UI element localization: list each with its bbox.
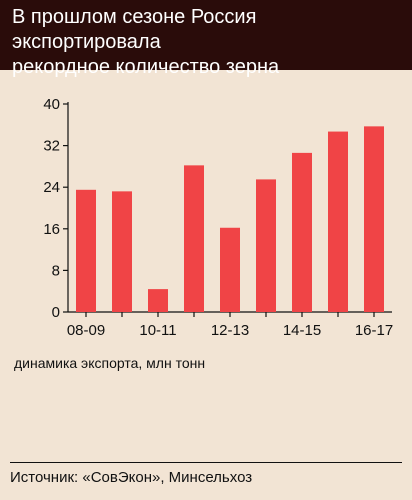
y-tick-label-24: 24 <box>43 179 60 196</box>
chart-caption: динамика экспорта, млн тонн <box>14 355 206 371</box>
bar-chart: 0 8 16 24 32 40 08-09 10-11 12-13 14-15 16-17 <box>43 96 393 339</box>
chart-header: В прошлом сезоне Россия экспортировала р… <box>0 0 412 78</box>
bar-14-15 <box>292 152 312 312</box>
x-tick-label-10-11: 10-11 <box>139 322 176 339</box>
y-tick-label-8: 8 <box>52 262 60 279</box>
x-tick-label-12-13: 12-13 <box>211 322 249 339</box>
bar-09-10 <box>112 191 132 312</box>
x-tick-label-14-15: 14-15 <box>283 322 321 339</box>
bar-16-17 <box>364 126 384 312</box>
y-tick-label-32: 32 <box>43 138 60 155</box>
chart-title-line-2: рекордное количество зерна <box>12 56 280 78</box>
bar-08-09 <box>76 189 96 312</box>
bar-15-16 <box>328 131 348 312</box>
bar-11-12 <box>184 165 204 312</box>
y-tick-label-40: 40 <box>43 96 60 113</box>
bar-10-11 <box>148 289 168 312</box>
bar-13-14 <box>256 179 276 312</box>
bar-12-13 <box>220 227 240 312</box>
x-tick-label-16-17: 16-17 <box>355 322 393 339</box>
y-tick-label-16: 16 <box>43 221 60 238</box>
source-note: Источник: «СовЭкон», Минсельхоз <box>10 462 402 486</box>
x-tick-label-08-09: 08-09 <box>67 322 105 339</box>
y-tick-label-0: 0 <box>52 304 60 321</box>
chart-title-line-1: В прошлом сезоне Россия экспортировала <box>12 6 257 53</box>
